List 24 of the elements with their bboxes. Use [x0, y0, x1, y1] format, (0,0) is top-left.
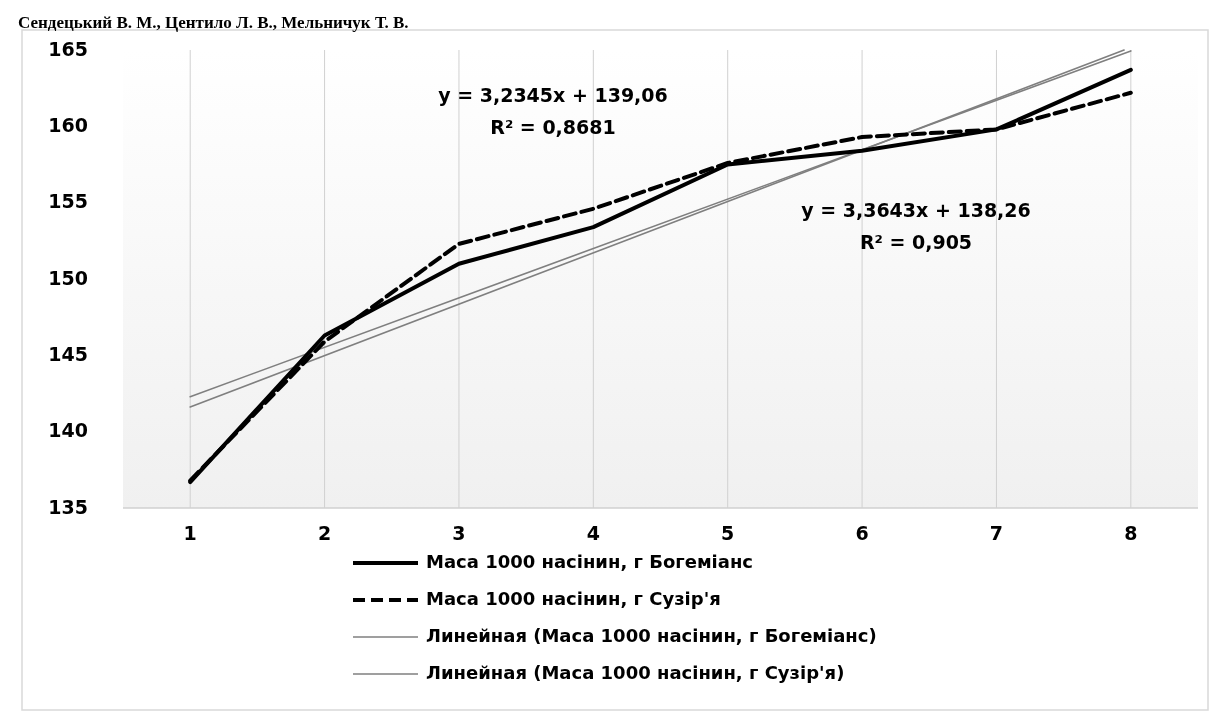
- legend-label: Линейная (Маса 1000 насінин, г Сузір'я): [426, 662, 845, 683]
- y-tick-label: 135: [48, 495, 88, 518]
- y-tick-label: 155: [48, 190, 88, 213]
- x-tick-label: 6: [855, 521, 869, 544]
- y-tick-label: 165: [48, 37, 88, 60]
- x-tick-label: 1: [183, 521, 197, 544]
- x-tick-label: 3: [452, 521, 466, 544]
- x-tick-label: 8: [1124, 521, 1138, 544]
- annotation: R² = 0,905: [859, 231, 973, 254]
- x-tick-label: 2: [317, 521, 332, 544]
- text: Сендецький В. М., Центило Л. В., Мельничук Т. В.: [18, 13, 409, 32]
- annotation: y = 3,3643x + 138,26: [801, 199, 1031, 222]
- y-tick-label: 150: [48, 266, 88, 289]
- x-tick-label: 7: [989, 521, 1004, 544]
- y-tick-label: 145: [48, 342, 88, 365]
- legend-label: Линейная (Маса 1000 насінин, г Богеміанс): [426, 625, 877, 646]
- y-tick-label: 140: [48, 419, 88, 442]
- legend-label: Маса 1000 насінин, г Богеміанс: [426, 551, 754, 572]
- x-tick-label: 4: [586, 521, 600, 544]
- annotation: y = 3,2345x + 139,06: [438, 84, 668, 107]
- legend-label: Маса 1000 насінин, г Сузір'я: [426, 588, 721, 609]
- annotation: R² = 0,8681: [490, 116, 616, 139]
- x-tick-label: 5: [721, 521, 735, 544]
- y-tick-label: 160: [48, 113, 88, 136]
